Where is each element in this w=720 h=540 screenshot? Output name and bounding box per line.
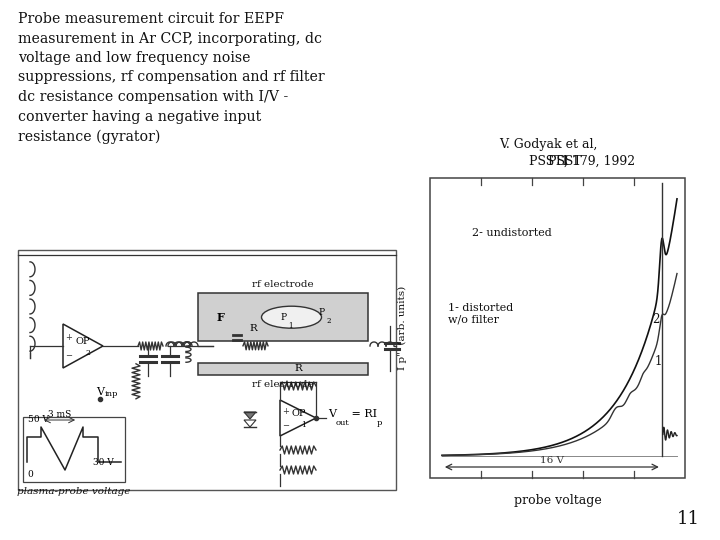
Polygon shape [244,420,256,427]
Text: PSST: PSST [548,155,585,168]
Text: 16 V: 16 V [540,456,564,465]
Text: inp: inp [105,390,118,398]
Text: V. Godyak et al,: V. Godyak et al, [499,138,597,151]
Text: = RI: = RI [348,409,377,419]
Text: plasma-probe voltage: plasma-probe voltage [17,487,131,496]
Text: Probe measurement circuit for EEPF
measurement in Ar CCP, incorporating, dc
volt: Probe measurement circuit for EEPF measu… [18,12,325,144]
Text: 30 V: 30 V [93,458,114,467]
Bar [198,293,368,341]
Text: I p"  (arb. units): I p" (arb. units) [397,286,407,370]
Text: 11: 11 [677,510,700,528]
Polygon shape [280,400,316,436]
Text: , 179, 1992: , 179, 1992 [564,155,635,168]
Bar [430,178,685,478]
Text: R: R [294,364,302,373]
Text: V: V [328,409,336,419]
Text: 1: 1 [561,155,570,168]
Text: R: R [249,324,257,333]
Text: 2- undistorted: 2- undistorted [472,228,552,238]
Text: 2: 2 [326,317,331,325]
Text: rf electrode: rf electrode [252,280,314,289]
Text: 2: 2 [85,349,90,357]
Text: out: out [336,419,350,427]
Text: 1- distorted
w/o filter: 1- distorted w/o filter [448,303,513,325]
Text: 1: 1 [301,421,306,429]
Text: +: + [65,334,72,342]
Text: 3 mS: 3 mS [48,410,71,419]
Text: −: − [282,422,289,430]
Text: 2: 2 [652,313,660,326]
Text: F: F [216,312,224,323]
Text: 0: 0 [27,470,32,479]
Text: +: + [282,407,289,415]
Ellipse shape [261,306,322,328]
Polygon shape [63,324,103,368]
Bar [23,417,125,482]
Text: P: P [318,308,325,316]
Text: −: − [65,352,72,361]
Polygon shape [244,412,256,419]
Text: OP: OP [291,409,305,418]
Text: PSST: PSST [529,155,567,168]
Text: P: P [280,313,287,322]
Bar [18,250,396,490]
Text: V: V [96,387,104,397]
Text: rf electrode: rf electrode [252,380,314,389]
Text: 50 V: 50 V [28,415,49,424]
Text: probe voltage: probe voltage [513,494,601,507]
Text: OP: OP [75,338,89,347]
Bar [198,363,368,375]
Text: p: p [377,419,382,427]
Text: 1: 1 [289,322,293,330]
Text: 1: 1 [654,355,662,368]
